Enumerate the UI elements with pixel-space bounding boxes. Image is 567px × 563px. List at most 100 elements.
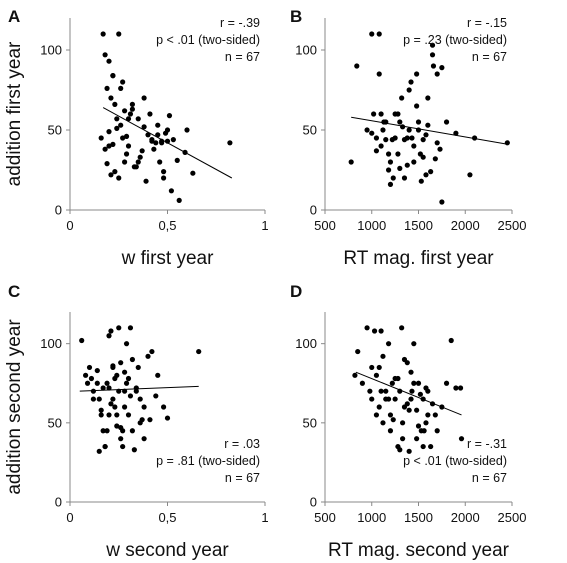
data-point — [423, 420, 429, 426]
trend-line — [102, 107, 233, 179]
data-point — [149, 348, 155, 355]
data-point — [421, 428, 427, 434]
data-point — [123, 380, 130, 386]
data-point — [406, 87, 412, 93]
data-point — [102, 443, 108, 450]
data-point — [118, 424, 124, 431]
data-point — [409, 135, 415, 141]
data-point — [420, 137, 426, 143]
data-point — [96, 448, 102, 454]
data-point — [139, 148, 145, 154]
data-point — [145, 132, 151, 138]
data-point — [423, 132, 429, 138]
stat-line: n = 67 — [225, 471, 260, 485]
data-point — [385, 167, 392, 173]
data-point — [411, 143, 417, 149]
data-point — [457, 385, 464, 391]
data-point — [390, 175, 396, 181]
data-point — [420, 443, 426, 450]
y-tick-label: 50 — [48, 415, 62, 430]
data-point — [116, 31, 122, 37]
data-point — [443, 380, 450, 386]
data-point — [153, 140, 159, 146]
data-point — [397, 119, 403, 125]
data-point — [125, 116, 132, 122]
data-point — [364, 127, 370, 133]
data-point — [90, 388, 96, 394]
data-point — [155, 372, 161, 378]
data-point — [392, 396, 398, 402]
data-point — [110, 73, 116, 79]
data-point — [114, 116, 120, 122]
data-point — [141, 95, 147, 101]
data-point — [432, 156, 438, 162]
data-point — [102, 52, 108, 58]
data-point — [399, 95, 405, 101]
data-point — [385, 151, 392, 157]
y-tick-label: 50 — [303, 415, 317, 430]
data-point — [94, 380, 100, 386]
data-point — [104, 85, 110, 91]
data-point — [112, 101, 118, 107]
data-point — [387, 159, 394, 165]
data-point — [129, 428, 135, 434]
data-point — [415, 423, 422, 429]
y-tick-label: 50 — [48, 123, 62, 138]
data-point — [83, 372, 89, 378]
data-point — [404, 401, 410, 407]
data-point — [102, 146, 108, 152]
data-point — [141, 404, 147, 410]
data-point — [129, 356, 135, 363]
data-point — [383, 137, 389, 143]
data-point — [184, 127, 190, 133]
data-point — [354, 63, 360, 69]
data-point — [367, 388, 373, 394]
data-point — [116, 325, 122, 331]
x-tick-label: 2000 — [451, 218, 480, 233]
data-point — [380, 127, 386, 133]
data-point — [371, 328, 378, 334]
x-tick-label: 0,5 — [158, 218, 176, 233]
data-point — [369, 130, 375, 136]
data-point — [392, 135, 398, 141]
data-point — [376, 404, 382, 410]
data-point — [400, 436, 406, 442]
x-tick-label: 2500 — [498, 510, 527, 525]
data-point — [98, 412, 104, 418]
data-point — [141, 124, 147, 130]
data-point — [106, 58, 112, 64]
data-point — [378, 143, 384, 149]
data-point — [106, 412, 112, 418]
data-point — [129, 106, 135, 112]
data-point — [400, 420, 406, 426]
data-point — [408, 79, 414, 85]
data-point — [137, 396, 143, 402]
data-point — [432, 412, 438, 418]
data-point — [401, 175, 408, 181]
data-point — [122, 108, 128, 114]
data-point — [381, 119, 387, 125]
data-point — [141, 436, 147, 442]
data-point — [369, 396, 375, 402]
data-point — [123, 341, 130, 347]
data-point — [423, 172, 429, 178]
data-point — [387, 428, 394, 434]
data-point — [364, 325, 370, 331]
data-point — [88, 375, 95, 382]
data-point — [383, 388, 389, 394]
data-point — [137, 154, 143, 160]
data-point — [122, 369, 128, 375]
data-point — [98, 407, 104, 413]
data-point — [127, 393, 134, 399]
data-point — [385, 341, 392, 347]
data-point — [149, 138, 155, 144]
panel-d: D 500 1000 1500 2000 2500 0 50 100 RT mag. second… — [290, 282, 526, 561]
data-point — [155, 132, 161, 138]
data-point — [118, 436, 124, 442]
data-point — [145, 353, 151, 359]
data-point — [348, 159, 354, 165]
data-point — [79, 337, 85, 344]
panel-a: A 0 0,5 1 0 50 100 w first year addition first y… — [4, 7, 269, 269]
data-point — [100, 31, 106, 37]
data-point — [151, 146, 157, 152]
